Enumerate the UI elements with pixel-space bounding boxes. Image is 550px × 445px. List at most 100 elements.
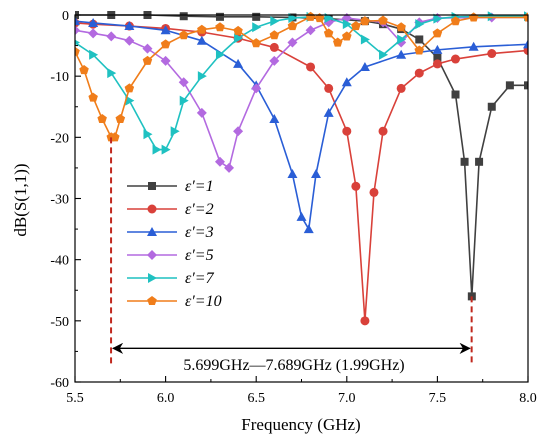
- series-2-point: [414, 68, 424, 78]
- legend-item-3: ε′=3: [127, 224, 214, 241]
- series-5-point: [75, 39, 80, 46]
- legend-marker: [147, 296, 157, 305]
- series-1-point: [179, 12, 188, 21]
- y-axis-title: dB(S(1,1)): [11, 163, 30, 236]
- legend-item-1: ε′=1: [127, 178, 214, 195]
- x-tick-label: 6.5: [247, 391, 265, 406]
- series-4-point: [224, 162, 235, 173]
- series-3-point: [310, 169, 321, 179]
- series-4-point: [214, 156, 225, 167]
- series-6-point: [360, 16, 370, 26]
- series-3-point: [88, 17, 99, 27]
- series-3-point: [233, 58, 244, 68]
- series-3-point: [323, 107, 334, 117]
- series-6-point: [414, 45, 424, 55]
- x-tick-label: 8.0: [519, 391, 537, 406]
- series-5-point: [234, 33, 244, 44]
- series-2-point: [451, 54, 461, 64]
- series-4-point: [269, 55, 280, 66]
- series-6-point: [233, 25, 243, 35]
- plot-background: [75, 15, 528, 382]
- series-5-point: [125, 95, 135, 106]
- series-6-point: [287, 21, 298, 31]
- bandwidth-markers: [110, 137, 473, 364]
- series-5-point: [342, 19, 352, 30]
- y-tick-label: -10: [50, 70, 69, 85]
- x-tick-label: 7.0: [338, 391, 356, 406]
- series-2-point: [324, 83, 334, 93]
- series-5-point: [487, 11, 497, 22]
- series-6-point: [305, 11, 316, 21]
- series-6-point: [269, 30, 280, 40]
- series-3-point: [432, 44, 443, 54]
- series-1-point: [487, 102, 496, 111]
- series-6: [75, 11, 528, 142]
- series-4-point: [287, 37, 298, 48]
- series-line-1: [75, 14, 528, 298]
- legend-label: ε′=3: [185, 224, 214, 241]
- series-5-point: [107, 68, 117, 79]
- series-layer: [75, 11, 528, 326]
- series-3-point: [269, 113, 280, 123]
- series-1-point: [433, 53, 442, 62]
- series-4-point: [160, 55, 171, 66]
- series-4-point: [106, 31, 117, 42]
- series-2-point: [351, 181, 361, 191]
- series-6-point: [97, 114, 107, 123]
- series-5-point: [161, 144, 171, 155]
- series-2-point: [369, 187, 379, 197]
- series-6-point: [333, 37, 343, 47]
- series-6-point: [342, 31, 352, 41]
- series-2-point: [360, 316, 370, 326]
- x-tick-label: 6.0: [157, 391, 175, 406]
- series-2-point: [378, 126, 388, 136]
- y-tick-label: -60: [50, 376, 69, 391]
- series-4-point: [88, 28, 99, 39]
- legend-item-2: ε′=2: [127, 201, 214, 218]
- series-3-point: [359, 61, 370, 71]
- x-axis-title: Frequency (GHz): [241, 415, 360, 434]
- series-3-point: [396, 49, 407, 59]
- series-2-point: [269, 42, 279, 52]
- series-5-point: [89, 49, 99, 60]
- series-6-point: [179, 30, 189, 40]
- series-2-point: [342, 126, 352, 136]
- series-6-point: [378, 15, 388, 25]
- series-2-point: [306, 62, 316, 72]
- series-5-point: [152, 144, 162, 155]
- legend-item-4: ε′=5: [127, 247, 214, 264]
- series-6-point: [197, 24, 207, 34]
- plot-area: [75, 15, 528, 382]
- series-3-point: [196, 35, 207, 45]
- series-6-point: [351, 21, 361, 31]
- axes: 5.5 6.0 6.5 7.0 7.5 8.0 0 -10 -20 -30 -40 -50 -60: [50, 9, 536, 406]
- series-5-point: [433, 13, 443, 24]
- series-2-point: [396, 83, 406, 93]
- series-6-point: [88, 92, 98, 102]
- series-1-point: [451, 90, 460, 99]
- series-6-point: [115, 114, 126, 123]
- legend-marker: [147, 227, 157, 236]
- series-5-point: [170, 126, 180, 137]
- y-tick-label: -50: [50, 315, 69, 330]
- series-6-point: [432, 28, 443, 38]
- series-3-point: [468, 41, 479, 51]
- series-6-point: [323, 28, 334, 38]
- legend-marker: [147, 204, 157, 214]
- y-tick-label: -30: [50, 193, 69, 208]
- legend-label: ε′=5: [185, 247, 214, 264]
- series-6-point: [251, 38, 261, 48]
- series-3-point: [75, 16, 80, 26]
- bandwidth-annotation: 5.699GHz—7.689GHz (1.99GHz): [183, 357, 404, 374]
- series-4-point: [196, 107, 207, 118]
- series-4-point: [178, 77, 189, 88]
- legend-marker: [148, 182, 156, 190]
- series-1-point: [252, 12, 261, 21]
- series-6-point: [160, 39, 171, 49]
- series-4-point: [124, 35, 135, 46]
- series-3-point: [341, 77, 352, 87]
- series-6-point: [75, 46, 80, 56]
- series-5-point: [270, 16, 280, 27]
- series-4-point: [233, 126, 244, 137]
